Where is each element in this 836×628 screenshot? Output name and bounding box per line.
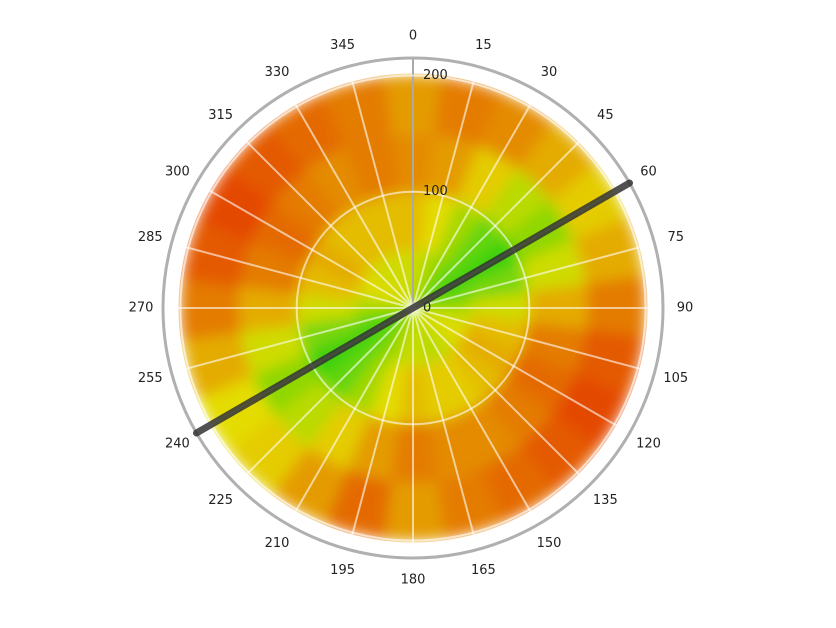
spoke-grid-line — [287, 90, 414, 309]
heat-cell — [520, 239, 587, 294]
angle-tick-label: 300 — [165, 165, 190, 180]
heat-cell — [182, 329, 253, 399]
radial-tick-label: 200 — [423, 68, 448, 83]
angle-tick-label: 330 — [265, 65, 290, 80]
polar-axis — [161, 56, 665, 560]
angle-tick-label: 90 — [677, 301, 694, 316]
angle-tick-label: 150 — [537, 536, 562, 551]
heat-cell — [390, 250, 413, 308]
radial-tick-label: 0 — [423, 301, 431, 316]
spoke-grid-line — [412, 307, 591, 486]
heat-cell — [251, 200, 322, 265]
spoke-grid-line — [287, 307, 414, 526]
heat-cell — [377, 254, 413, 308]
spoke-grid-line — [235, 130, 414, 309]
heat-cell — [341, 200, 392, 263]
heat-cell — [297, 315, 360, 354]
angle-tick-label: 60 — [640, 165, 657, 180]
heat-cell — [434, 468, 504, 539]
radial-tick-label: 100 — [423, 184, 448, 199]
spoke-grid-line — [195, 182, 414, 309]
heat-cell — [520, 322, 587, 377]
heat-cell — [390, 308, 413, 366]
heat-cell — [322, 77, 392, 148]
heat-cell — [427, 134, 482, 201]
angle-tick-label: 210 — [265, 536, 290, 551]
angle-tick-label: 0 — [409, 29, 417, 44]
heat-cell — [427, 415, 482, 482]
angle-tick-label: 225 — [208, 493, 233, 508]
angle-tick-label: 15 — [475, 38, 492, 53]
angle-tick-label: 270 — [129, 301, 154, 316]
heat-cell — [239, 322, 306, 377]
angle-tick-label: 315 — [208, 108, 233, 123]
angle-tick-label: 240 — [165, 437, 190, 452]
heat-cell — [456, 146, 521, 217]
angle-tick-label: 45 — [597, 108, 614, 123]
spoke-grid-line — [412, 307, 539, 526]
spoke-grid-line — [412, 307, 655, 374]
spoke-grid-line — [347, 66, 414, 309]
heat-cell — [434, 353, 485, 416]
heat-cell — [305, 399, 370, 470]
heat-cell — [434, 200, 485, 263]
spoke-grid-line — [412, 90, 539, 309]
heat-cell — [413, 308, 471, 331]
heat-cell — [504, 351, 575, 416]
heat-cell — [377, 308, 413, 362]
spoke-grid-line — [412, 130, 591, 309]
angle-tick-label: 75 — [667, 230, 684, 245]
heat-cell — [239, 239, 306, 294]
heat-cell — [458, 329, 521, 380]
heat-cell — [367, 192, 406, 255]
heat-cell — [573, 217, 644, 287]
spoke-grid-line — [412, 307, 631, 434]
angle-tick-label: 120 — [636, 437, 661, 452]
angle-tick-label: 285 — [138, 230, 163, 245]
heat-cell — [344, 415, 399, 482]
heat-cell — [367, 361, 406, 424]
heat-cell — [413, 308, 467, 344]
heat-cell — [413, 308, 449, 362]
angle-tick-label: 180 — [401, 573, 426, 588]
heat-cell — [359, 272, 413, 308]
spoke-grid-line — [171, 307, 414, 374]
angle-tick-label: 345 — [330, 38, 355, 53]
heat-cell — [344, 134, 399, 201]
spoke-grid-line — [412, 242, 655, 309]
spoke-grid-line — [347, 307, 414, 550]
angle-tick-label: 165 — [471, 563, 496, 578]
heat-cell — [413, 250, 436, 308]
heat-cell — [355, 285, 413, 308]
spoke-grid-line — [171, 242, 414, 309]
angle-tick-label: 105 — [663, 371, 688, 386]
angle-tick-label: 30 — [541, 65, 558, 80]
heat-cell — [297, 262, 360, 301]
heat-cell — [413, 254, 449, 308]
spoke-grid-line — [412, 307, 479, 550]
ring-grid-line — [179, 74, 647, 542]
heatmap — [180, 75, 646, 541]
angle-tick-label: 135 — [593, 493, 618, 508]
heat-cell — [466, 262, 529, 301]
angle-tick-label: 255 — [138, 371, 163, 386]
spoke-grid-line — [412, 66, 479, 309]
heat-cell — [305, 236, 368, 287]
heat-cell — [420, 361, 459, 424]
angle-tick-label: 195 — [330, 563, 355, 578]
heat-cell — [420, 192, 459, 255]
heat-cell — [341, 353, 392, 416]
heat-cell — [466, 315, 529, 354]
direction-line — [192, 179, 634, 437]
spoke-grid-line — [235, 307, 414, 486]
ring-grid-line — [295, 190, 531, 426]
